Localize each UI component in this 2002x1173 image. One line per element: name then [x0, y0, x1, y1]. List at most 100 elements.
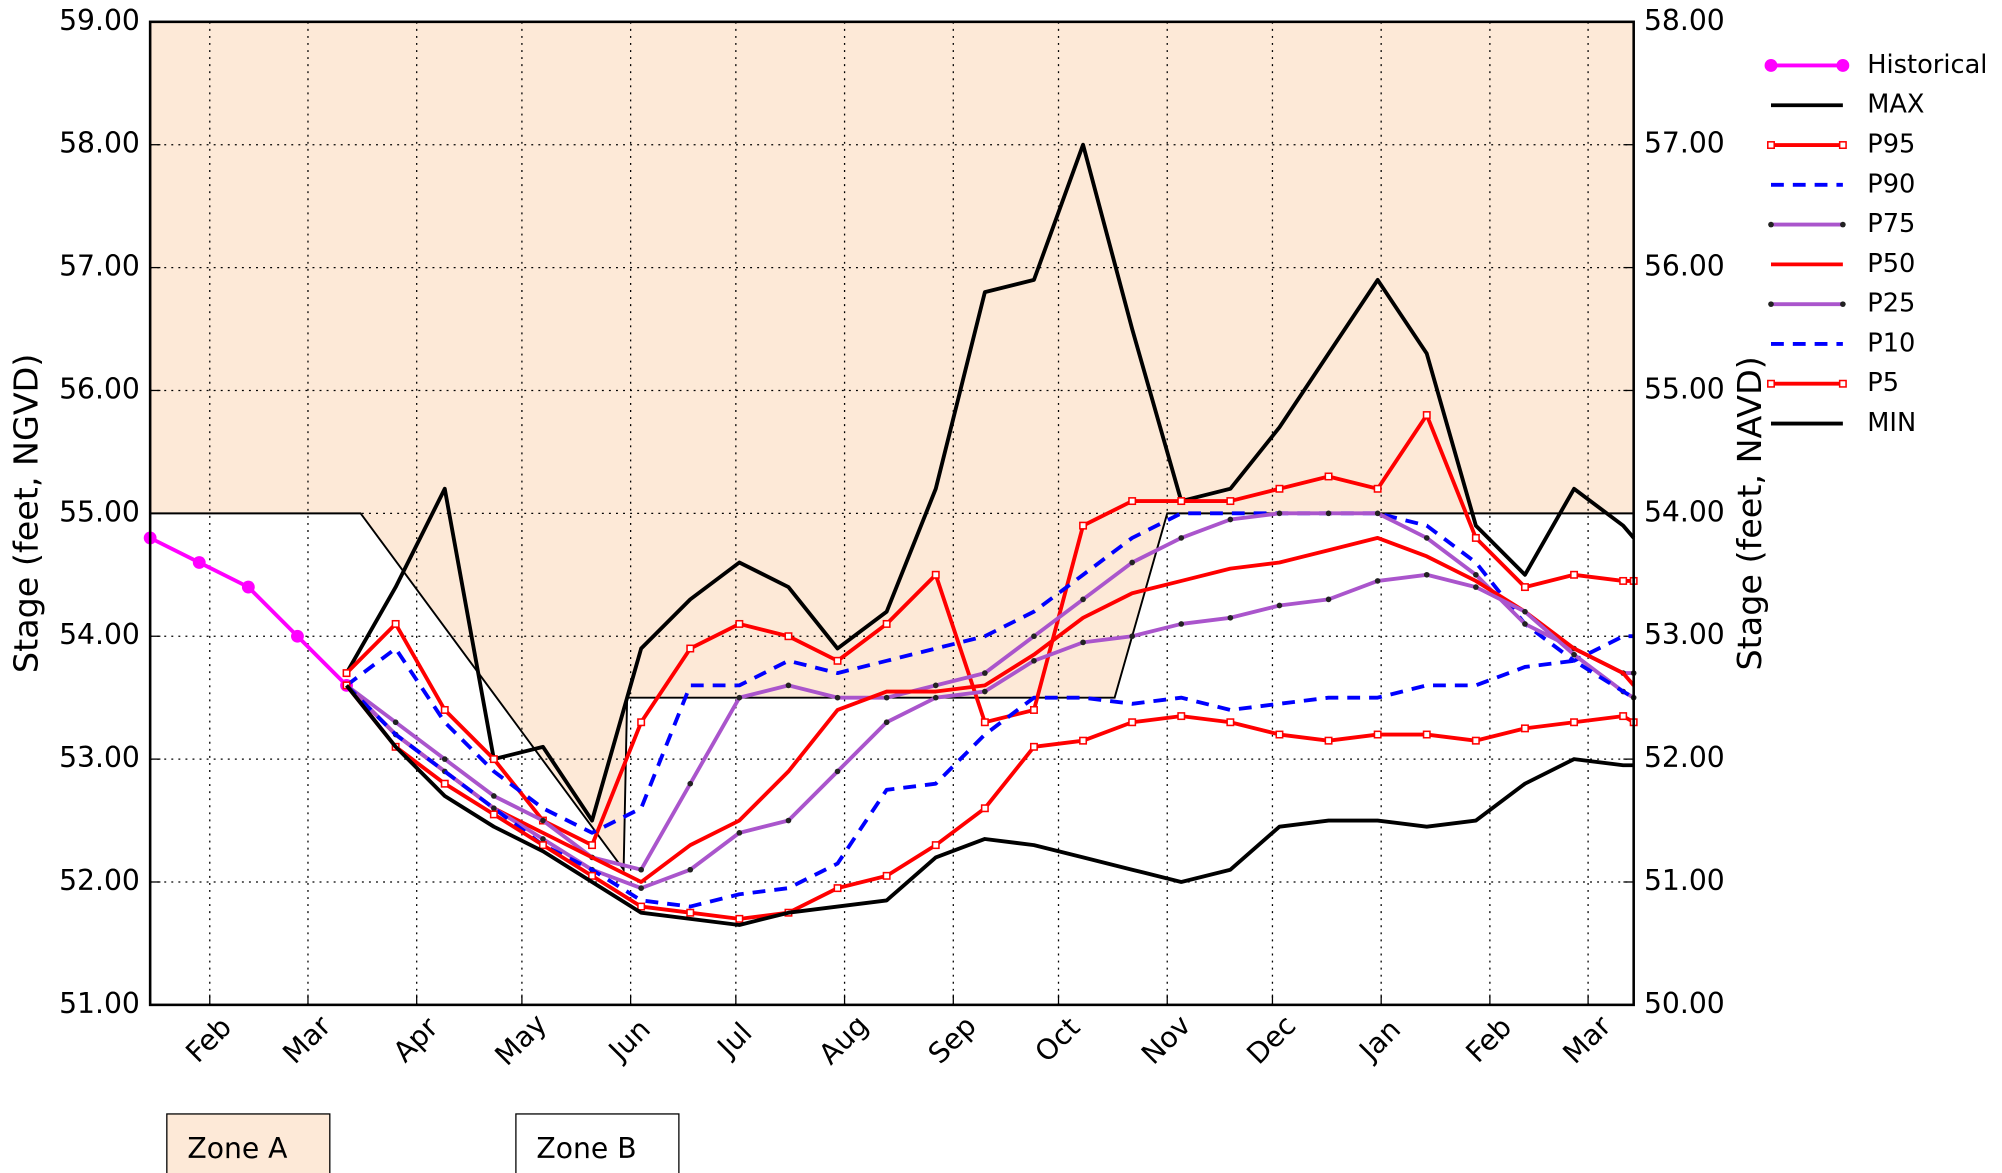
series-line	[345, 511, 1634, 872]
point	[980, 718, 989, 727]
legend-label: MAX	[1867, 90, 1924, 120]
point	[1423, 571, 1430, 578]
point	[833, 656, 842, 665]
point	[1178, 621, 1185, 627]
series-line	[345, 684, 1635, 921]
legend-label: P25	[1867, 289, 1915, 319]
point	[1029, 742, 1038, 751]
point	[1767, 141, 1775, 150]
point	[491, 805, 497, 812]
point	[1324, 736, 1333, 745]
x-tick-label: Oct	[1029, 1011, 1087, 1069]
point	[1422, 730, 1431, 739]
point	[1227, 614, 1234, 621]
series-line	[345, 684, 1634, 927]
x-tick-label: Dec	[1240, 1009, 1302, 1071]
zone-label: Zone A	[187, 1132, 288, 1165]
point	[1768, 221, 1774, 228]
y-axis-label: Stage (feet, NGVD)	[7, 354, 46, 673]
point	[1129, 559, 1135, 566]
x-tick-label: Nov	[1135, 1009, 1197, 1071]
point	[588, 871, 597, 880]
point	[1178, 535, 1185, 541]
zone-a-area	[150, 21, 1634, 870]
x-tick-label: Jul	[710, 1016, 759, 1065]
point	[882, 619, 891, 628]
y-tick-label: 54.00	[59, 618, 140, 651]
zone-label: Zone B	[536, 1132, 636, 1165]
point	[784, 632, 793, 641]
point	[192, 556, 206, 569]
point	[1275, 484, 1284, 493]
point	[982, 670, 988, 676]
series-line	[345, 658, 1635, 909]
point	[1226, 718, 1235, 727]
point	[883, 694, 890, 701]
point	[241, 580, 255, 594]
point	[1471, 736, 1480, 745]
point	[1840, 301, 1846, 307]
point	[1177, 712, 1186, 721]
y-tick-label: 53.00	[59, 741, 140, 774]
point	[342, 669, 351, 678]
point	[687, 780, 694, 787]
x-tick-label: Apr	[387, 1011, 445, 1069]
point	[1768, 301, 1774, 307]
point	[489, 755, 498, 764]
point	[1374, 578, 1381, 584]
y-tick-label: 52.00	[59, 864, 140, 897]
legend-label: P50	[1867, 249, 1915, 279]
point	[1838, 379, 1847, 388]
plot-frame	[148, 20, 1635, 1007]
point	[1767, 379, 1775, 388]
point	[1373, 484, 1382, 493]
point	[588, 841, 597, 850]
point	[882, 871, 891, 880]
x-tick-label: Sep	[922, 1009, 983, 1070]
point	[1520, 724, 1529, 733]
point	[1128, 497, 1137, 506]
point	[440, 779, 449, 788]
point	[1619, 712, 1628, 721]
series-line	[345, 536, 1636, 884]
series-line	[344, 142, 1636, 823]
point	[1471, 533, 1480, 542]
y2-tick-label: 53.00	[1644, 618, 1725, 651]
series-line	[345, 511, 1634, 835]
point	[440, 705, 449, 714]
legend-label: P95	[1867, 130, 1915, 160]
point	[1080, 639, 1086, 646]
legend-label: P5	[1867, 368, 1899, 398]
point	[736, 694, 743, 701]
point	[1226, 497, 1235, 506]
x-tick-label: May	[489, 1007, 554, 1072]
point	[1080, 596, 1086, 603]
legend-label: P75	[1867, 209, 1915, 239]
y-tick-label: 51.00	[59, 987, 140, 1020]
point	[638, 866, 644, 873]
y-tick-label: 57.00	[59, 250, 140, 283]
point	[736, 830, 743, 836]
series-line	[149, 536, 348, 687]
point	[1227, 516, 1234, 523]
point	[1619, 576, 1628, 585]
point	[687, 866, 694, 873]
point	[1423, 535, 1430, 541]
series-line	[345, 572, 1635, 891]
point	[1029, 705, 1038, 714]
y2-tick-label: 54.00	[1644, 495, 1725, 528]
y-tick-label: 55.00	[59, 495, 140, 528]
point	[489, 810, 498, 819]
point	[1177, 497, 1186, 506]
point	[980, 804, 989, 813]
point	[1129, 633, 1135, 640]
y2-axis-label: Stage (feet, NAVD)	[1730, 356, 1769, 670]
point	[1275, 730, 1284, 739]
x-tick-label: Mar	[1557, 1009, 1618, 1070]
point	[686, 908, 695, 917]
y-tick-label: 58.00	[59, 127, 140, 160]
point	[1570, 570, 1579, 579]
y2-tick-label: 55.00	[1644, 372, 1725, 405]
legend-label: MIN	[1867, 408, 1916, 438]
legend-label: P90	[1867, 169, 1915, 199]
